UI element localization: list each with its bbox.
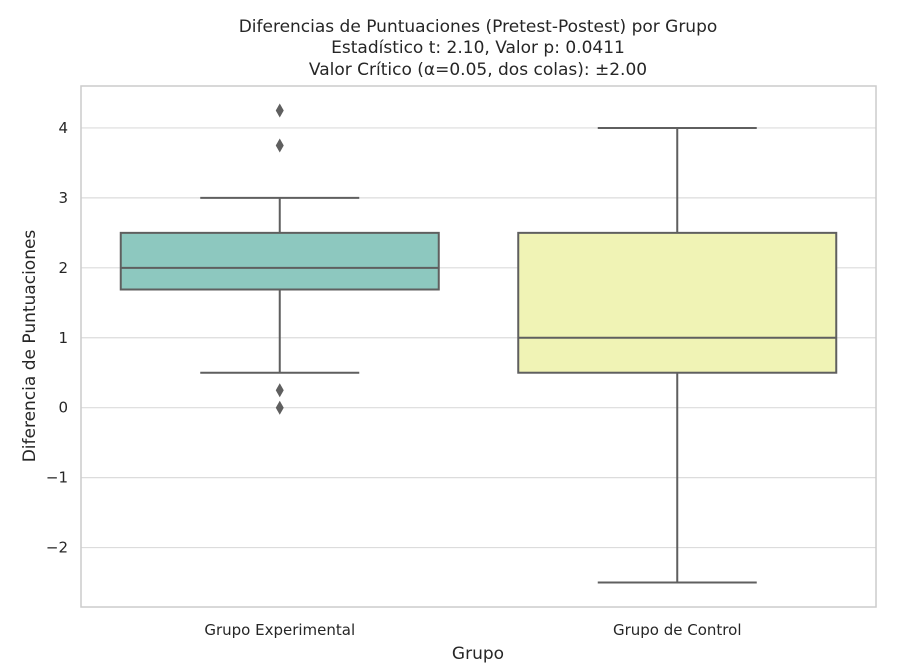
chart-subtitle-critical-value: Valor Crítico (α=0.05, dos colas): ±2.00 — [309, 60, 647, 80]
y-axis-ticks: −2 −1 0 1 2 3 4 — [46, 119, 68, 557]
outlier-point — [275, 383, 284, 398]
y-axis-label: Diferencia de Puntuaciones — [20, 230, 40, 463]
chart-title: Diferencias de Puntuaciones (Pretest-Pos… — [239, 17, 718, 37]
x-tick-label: Grupo Experimental — [204, 621, 355, 639]
y-tick-label: −2 — [46, 539, 68, 557]
box-iqr — [517, 231, 838, 374]
chart-subtitle-statistic: Estadístico t: 2.10, Valor p: 0.0411 — [331, 38, 625, 58]
y-tick-label: 1 — [58, 329, 68, 347]
x-axis-ticks: Grupo Experimental Grupo de Control — [204, 621, 741, 639]
outlier-point — [275, 103, 284, 118]
y-tick-label: 3 — [58, 189, 68, 207]
box-iqr — [119, 231, 440, 291]
outlier-point — [275, 400, 284, 415]
plot-frame — [80, 85, 877, 608]
x-axis-label: Grupo — [452, 644, 504, 664]
y-tick-label: 4 — [58, 119, 68, 137]
boxes-layer — [119, 103, 838, 584]
y-tick-label: 0 — [58, 399, 68, 417]
x-tick-label: Grupo de Control — [613, 621, 742, 639]
box-group — [517, 126, 838, 584]
y-tick-label: 2 — [58, 259, 68, 277]
box-group — [119, 103, 440, 415]
outlier-point — [275, 138, 284, 153]
y-tick-label: −1 — [46, 469, 68, 487]
